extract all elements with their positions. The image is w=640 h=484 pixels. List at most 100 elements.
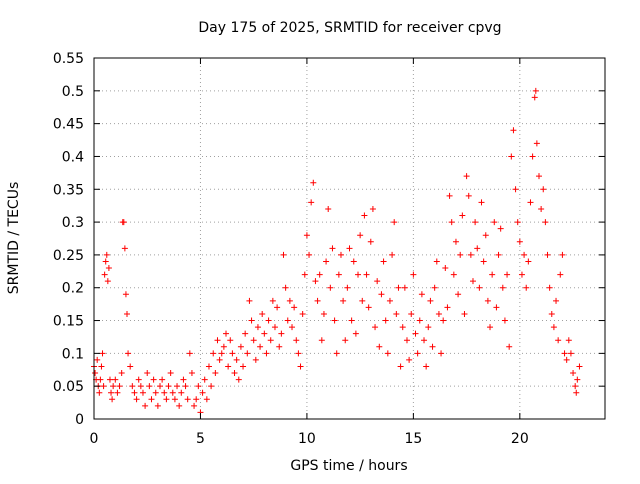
data-point: [161, 389, 168, 396]
data-point: [282, 284, 289, 291]
data-point: [223, 330, 230, 337]
data-point: [363, 271, 370, 278]
data-point: [129, 383, 136, 390]
data-point: [97, 376, 104, 383]
data-point: [527, 199, 534, 206]
y-tick-label: 0.15: [53, 314, 84, 330]
data-point: [101, 271, 108, 278]
data-point: [165, 383, 172, 390]
data-point: [323, 258, 330, 265]
data-point: [448, 219, 455, 226]
data-point: [289, 324, 296, 331]
data-point: [378, 291, 385, 298]
data-point: [389, 251, 396, 258]
data-point: [369, 205, 376, 212]
data-point: [205, 363, 212, 370]
data-point: [295, 350, 302, 357]
y-tick-label: 0.05: [53, 379, 84, 395]
data-point: [431, 284, 438, 291]
data-point: [499, 284, 506, 291]
data-point: [159, 376, 166, 383]
data-point: [125, 350, 132, 357]
data-point: [576, 363, 583, 370]
data-point: [433, 258, 440, 265]
data-point: [452, 238, 459, 245]
data-point: [382, 317, 389, 324]
data-point: [474, 245, 481, 252]
data-point: [482, 232, 489, 239]
data-point: [563, 356, 570, 363]
data-point: [495, 251, 502, 258]
data-point: [259, 310, 266, 317]
data-point: [386, 297, 393, 304]
data-point: [114, 389, 121, 396]
data-point: [184, 396, 191, 403]
data-point: [510, 127, 517, 134]
x-tick-label: 0: [90, 431, 99, 447]
data-point: [229, 350, 236, 357]
data-point: [357, 232, 364, 239]
data-point: [152, 389, 159, 396]
data-point: [92, 370, 99, 377]
data-point: [418, 291, 425, 298]
data-point: [412, 330, 419, 337]
data-point: [235, 376, 242, 383]
data-point: [320, 310, 327, 317]
data-point: [316, 271, 323, 278]
data-point: [414, 350, 421, 357]
data-point: [306, 251, 313, 258]
data-point: [399, 324, 406, 331]
data-point: [544, 251, 551, 258]
data-point: [531, 94, 538, 101]
data-point: [104, 278, 111, 285]
data-point: [210, 350, 217, 357]
data-point: [308, 199, 315, 206]
data-point: [124, 310, 131, 317]
data-point: [514, 219, 521, 226]
data-point: [246, 297, 253, 304]
data-point: [461, 310, 468, 317]
data-point: [257, 343, 264, 350]
data-point: [416, 317, 423, 324]
data-point: [546, 284, 553, 291]
y-tick-label: 0.5: [62, 84, 84, 100]
data-point: [327, 284, 334, 291]
data-point: [355, 271, 362, 278]
data-point: [567, 350, 574, 357]
plot-frame: [93, 57, 606, 420]
data-point: [393, 310, 400, 317]
data-point: [250, 337, 257, 344]
data-point: [193, 396, 200, 403]
data-point: [267, 337, 274, 344]
data-point: [548, 310, 555, 317]
y-tick-label: 0.4: [62, 149, 84, 165]
data-point: [480, 258, 487, 265]
data-point: [98, 363, 105, 370]
data-point: [318, 337, 325, 344]
data-point: [242, 330, 249, 337]
data-point: [116, 383, 123, 390]
data-point: [493, 304, 500, 311]
data-point: [540, 186, 547, 193]
data-point: [504, 271, 511, 278]
data-point: [401, 284, 408, 291]
data-point: [525, 258, 532, 265]
data-point: [501, 317, 508, 324]
data-point: [518, 271, 525, 278]
data-point: [314, 297, 321, 304]
data-point: [397, 363, 404, 370]
data-point: [108, 389, 115, 396]
data-point: [312, 278, 319, 285]
data-point: [459, 212, 466, 219]
data-point: [299, 310, 306, 317]
y-tick-label: 0.35: [53, 182, 84, 198]
chart-title: Day 175 of 2025, SRMTID for receiver cpv…: [198, 20, 501, 36]
data-point: [491, 219, 498, 226]
data-point: [201, 376, 208, 383]
data-point: [497, 225, 504, 232]
data-point: [142, 402, 149, 409]
data-point: [538, 205, 545, 212]
data-point: [144, 370, 151, 377]
data-point: [237, 343, 244, 350]
data-point: [506, 343, 513, 350]
